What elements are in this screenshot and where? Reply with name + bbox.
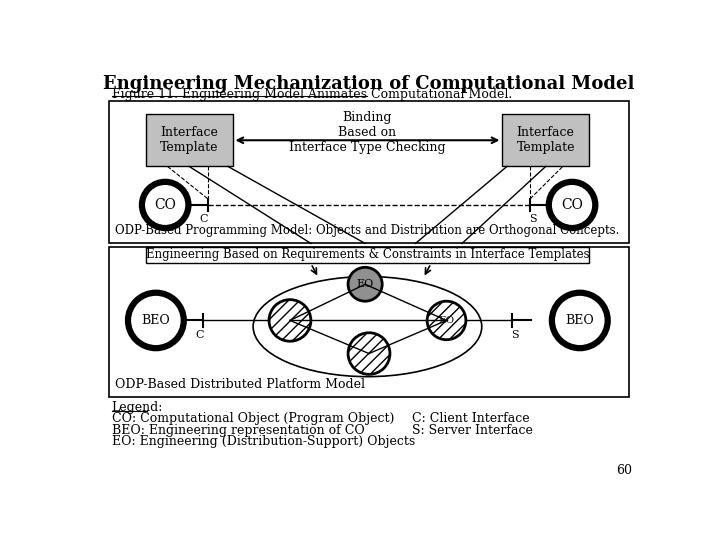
Circle shape [549,182,595,228]
Text: C: Client Interface: C: Client Interface [412,412,529,425]
Text: C: C [195,330,204,340]
Text: Figure 11. Engineering Model Animates Computational Model.: Figure 11. Engineering Model Animates Co… [112,88,512,101]
Text: Binding
Based on
Interface Type Checking: Binding Based on Interface Type Checking [289,111,446,154]
Bar [145,114,233,166]
Text: Interface
Template: Interface Template [160,126,218,154]
Circle shape [128,293,184,348]
Text: CO: CO [561,198,583,212]
Circle shape [269,300,311,341]
Text: Interface
Template: Interface Template [516,126,575,154]
Text: S: S [511,330,518,340]
Text: CO: Computational Object (Program Object): CO: Computational Object (Program Object… [112,412,394,425]
Circle shape [348,267,382,301]
Text: EO: Engineering (Distribution-Support) Objects: EO: Engineering (Distribution-Support) O… [112,435,415,448]
Text: EO: EO [356,279,374,289]
Bar [109,101,629,244]
Text: 60: 60 [616,464,632,477]
Circle shape [552,293,608,348]
Text: EO: EO [438,316,454,325]
Text: BEO: BEO [565,314,594,327]
Text: Engineering Based on Requirements & Constraints in Interface Templates: Engineering Based on Requirements & Cons… [145,248,589,261]
Text: ODP-Based Distributed Platform Model: ODP-Based Distributed Platform Model [114,379,365,392]
Bar [503,114,589,166]
Text: C: C [199,214,208,224]
Circle shape [142,182,189,228]
Text: CO: CO [154,198,176,212]
Text: BEO: BEO [142,314,170,327]
Circle shape [427,301,466,340]
Text: Engineering Mechanization of Computational Model: Engineering Mechanization of Computation… [103,75,635,93]
Circle shape [348,333,390,374]
Text: BEO: Engineering representation of CO: BEO: Engineering representation of CO [112,423,364,437]
Ellipse shape [253,276,482,377]
Bar [109,247,629,397]
Text: Legend:: Legend: [112,401,163,414]
Text: S: S [529,214,537,224]
Bar [145,247,589,264]
Text: ODP-Based Programming Model: Objects and Distribution are Orthogonal Concepts.: ODP-Based Programming Model: Objects and… [114,224,619,237]
Text: S: Server Interface: S: Server Interface [412,423,533,437]
